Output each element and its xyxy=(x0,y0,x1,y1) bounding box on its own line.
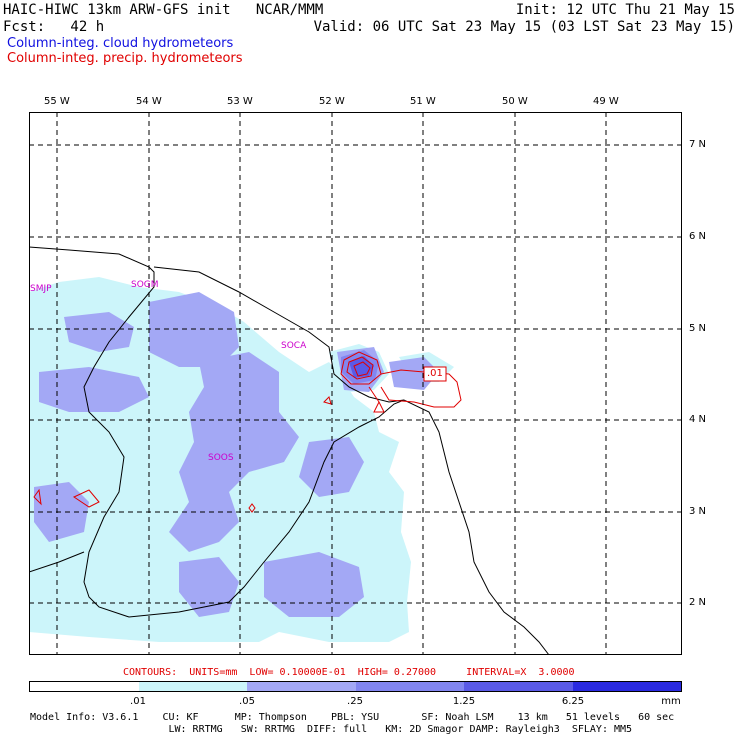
lon-label-55w: 55 W xyxy=(44,96,70,107)
scale-label-0: .01 xyxy=(130,696,146,707)
legend-cloud: Column-integ. cloud hydrometeors xyxy=(7,36,234,51)
scale-swatch-5 xyxy=(572,682,681,691)
station-soos: SOOS xyxy=(208,453,234,463)
scale-swatch-3 xyxy=(355,682,464,691)
valid-time: Valid: 06 UTC Sat 23 May 15 (03 LST Sat … xyxy=(313,19,735,35)
scale-label-4: 6.25 xyxy=(561,696,585,707)
lat-label-3n: 3 N xyxy=(689,506,707,517)
lat-label-4n: 4 N xyxy=(689,414,707,425)
color-scale-bar xyxy=(29,681,682,692)
scale-label-3: 1.25 xyxy=(452,696,476,707)
lon-label-50w: 50 W xyxy=(502,96,528,107)
contour-label-box xyxy=(423,366,447,382)
lon-label-52w: 52 W xyxy=(319,96,345,107)
coastline xyxy=(29,246,550,655)
lon-label-51w: 51 W xyxy=(410,96,436,107)
model-info-line2: LW: RRTMG SW: RRTMG DIFF: full KM: 2D Sm… xyxy=(30,724,633,735)
precip-contours xyxy=(33,351,462,513)
lat-label-7n: 7 N xyxy=(689,139,707,150)
lon-label-53w: 53 W xyxy=(227,96,253,107)
contour-label: .01 xyxy=(427,368,443,379)
map-panel xyxy=(29,112,682,655)
scale-swatch-0 xyxy=(30,682,139,691)
lat-label-5n: 5 N xyxy=(689,323,707,334)
legend-precip: Column-integ. precip. hydrometeors xyxy=(7,51,243,66)
station-soca: SOCA xyxy=(281,341,307,351)
model-info-line1: Model Info: V3.6.1 CU: KF MP: Thompson P… xyxy=(30,712,675,723)
lon-label-54w: 54 W xyxy=(136,96,162,107)
init-time: Init: 12 UTC Thu 21 May 15 xyxy=(515,2,735,18)
station-smjp: SMJP xyxy=(30,284,52,294)
scale-label-1: .05 xyxy=(239,696,255,707)
plot-title: HAIC-HIWC 13km ARW-GFS init NCAR/MMM xyxy=(3,2,324,18)
contours-info: CONTOURS: UNITS=mm LOW= 0.10000E-01 HIGH… xyxy=(123,667,575,678)
scale-swatch-2 xyxy=(247,682,356,691)
lat-label-2n: 2 N xyxy=(689,597,707,608)
lat-label-6n: 6 N xyxy=(689,231,707,242)
scale-label-2: .25 xyxy=(347,696,363,707)
lat-lon-grid xyxy=(29,112,682,655)
lon-label-49w: 49 W xyxy=(593,96,619,107)
scale-swatch-4 xyxy=(464,682,573,691)
station-sogm: SOGM xyxy=(131,280,159,290)
scale-swatch-1 xyxy=(138,682,247,691)
scale-label-units: mm xyxy=(661,696,681,707)
forecast-hour: Fcst: 42 h xyxy=(3,19,105,35)
